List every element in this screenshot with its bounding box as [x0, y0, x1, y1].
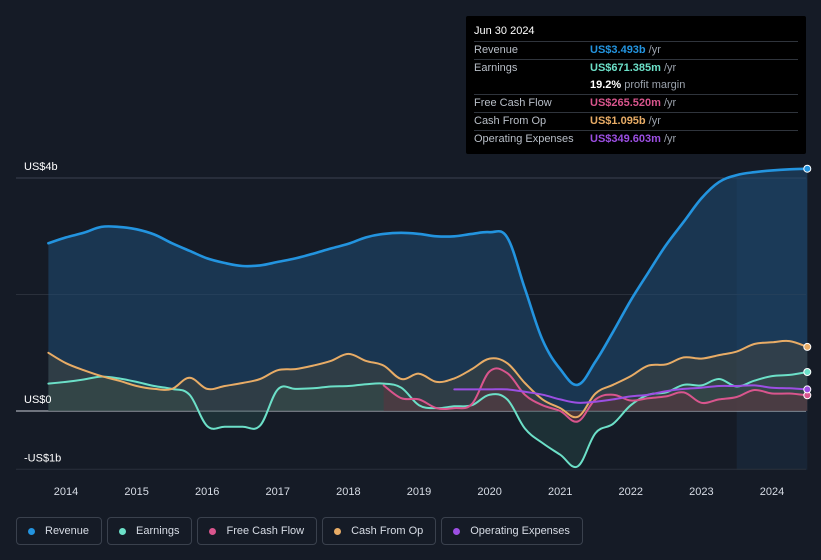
- legend-label: Cash From Op: [351, 525, 424, 537]
- y-tick-label: US$0: [24, 394, 52, 406]
- y-axis-labels: US$4b US$0 -US$1b: [24, 161, 61, 464]
- tooltip-unit: /yr: [663, 62, 677, 74]
- legend-dot-icon: [453, 527, 461, 535]
- legend-label: Revenue: [45, 525, 90, 537]
- tooltip-panel: Jun 30 2024 Revenue US$3.493b /yr Earnin…: [466, 16, 806, 154]
- cash-from-op-line: [47, 339, 809, 419]
- tooltip-row-earnings: Earnings US$671.385m /yr: [474, 59, 798, 77]
- tooltip-row-free-cash-flow: Free Cash Flow US$265.520m /yr: [474, 94, 798, 112]
- legend: Revenue Earnings Free Cash Flow Cash Fro…: [16, 517, 583, 545]
- free-cash-flow-area: [383, 368, 808, 422]
- legend-dot-icon: [209, 527, 217, 535]
- revenue-line: [47, 167, 809, 387]
- legend-dot-icon: [334, 527, 342, 535]
- legend-item-earnings[interactable]: Earnings: [107, 517, 193, 545]
- tooltip-row-cash-from-op: Cash From Op US$1.095b /yr: [474, 112, 798, 130]
- legend-item-operating-expenses[interactable]: Operating Expenses: [441, 517, 583, 545]
- x-tick-label: 2018: [336, 486, 360, 498]
- cash-from-op-end-marker: [803, 342, 812, 351]
- tooltip-date: Jun 30 2024: [474, 25, 535, 37]
- tooltip-row-profit-margin: 19.2% profit margin: [474, 77, 798, 94]
- series-end-markers: [803, 164, 812, 400]
- x-tick-label: 2016: [195, 486, 219, 498]
- tooltip-value: US$349.603m: [590, 133, 661, 145]
- legend-item-free-cash-flow[interactable]: Free Cash Flow: [197, 517, 318, 545]
- tooltip-value: US$3.493b: [590, 44, 646, 56]
- operating-expenses-end-marker: [803, 385, 812, 394]
- tooltip-unit: /yr: [648, 115, 661, 127]
- tooltip-value: US$671.385m: [590, 62, 661, 74]
- x-tick-label: 2022: [619, 486, 643, 498]
- legend-label: Earnings: [136, 525, 180, 537]
- tooltip-row-revenue: Revenue US$3.493b /yr: [474, 41, 798, 59]
- legend-label: Operating Expenses: [470, 525, 570, 537]
- y-tick-label: US$4b: [24, 161, 58, 173]
- tooltip-unit: /yr: [663, 97, 677, 109]
- tooltip-unit: /yr: [663, 133, 677, 145]
- legend-label: Free Cash Flow: [226, 525, 305, 537]
- legend-dot-icon: [28, 527, 35, 535]
- x-tick-label: 2019: [407, 486, 431, 498]
- tooltip-label: Revenue: [474, 44, 519, 56]
- x-tick-label: 2015: [124, 486, 148, 498]
- x-tick-label: 2023: [689, 486, 713, 498]
- series-areas: [48, 168, 808, 468]
- legend-item-revenue[interactable]: Revenue: [16, 517, 103, 545]
- x-tick-label: 2014: [54, 486, 78, 498]
- earnings-end-marker: [803, 368, 812, 376]
- revenue-end-marker: [803, 164, 812, 173]
- revenue-area: [48, 168, 808, 411]
- tooltip-label: [474, 77, 590, 94]
- y-tick-label: -US$1b: [24, 452, 61, 464]
- legend-item-cash-from-op[interactable]: Cash From Op: [322, 517, 437, 545]
- x-tick-label: 2017: [266, 486, 290, 498]
- tooltip-label: Free Cash Flow: [474, 97, 552, 109]
- series-lines: [47, 167, 809, 469]
- x-tick-label: 2024: [760, 486, 784, 498]
- tooltip-value: US$265.520m: [590, 97, 661, 109]
- tooltip-label: Earnings: [474, 62, 518, 74]
- x-tick-label: 2021: [548, 486, 572, 498]
- tooltip-row-operating-expenses: Operating Expenses US$349.603m /yr: [474, 130, 798, 148]
- legend-dot-icon: [119, 527, 127, 535]
- tooltip-label: Cash From Op: [474, 115, 547, 127]
- tooltip-value: 19.2%: [590, 79, 622, 91]
- tooltip-unit: /yr: [648, 44, 661, 56]
- tooltip-label: Operating Expenses: [474, 133, 574, 145]
- free-cash-flow-line: [382, 367, 809, 423]
- tooltip-unit: profit margin: [624, 79, 686, 91]
- operating-expenses-line: [453, 384, 809, 404]
- tooltip-value: US$1.095b: [590, 115, 646, 127]
- x-axis-labels: 2014 2015 2016 2017 2018 2019 2020 2021 2022 2023…: [54, 486, 784, 498]
- x-tick-label: 2020: [477, 486, 501, 498]
